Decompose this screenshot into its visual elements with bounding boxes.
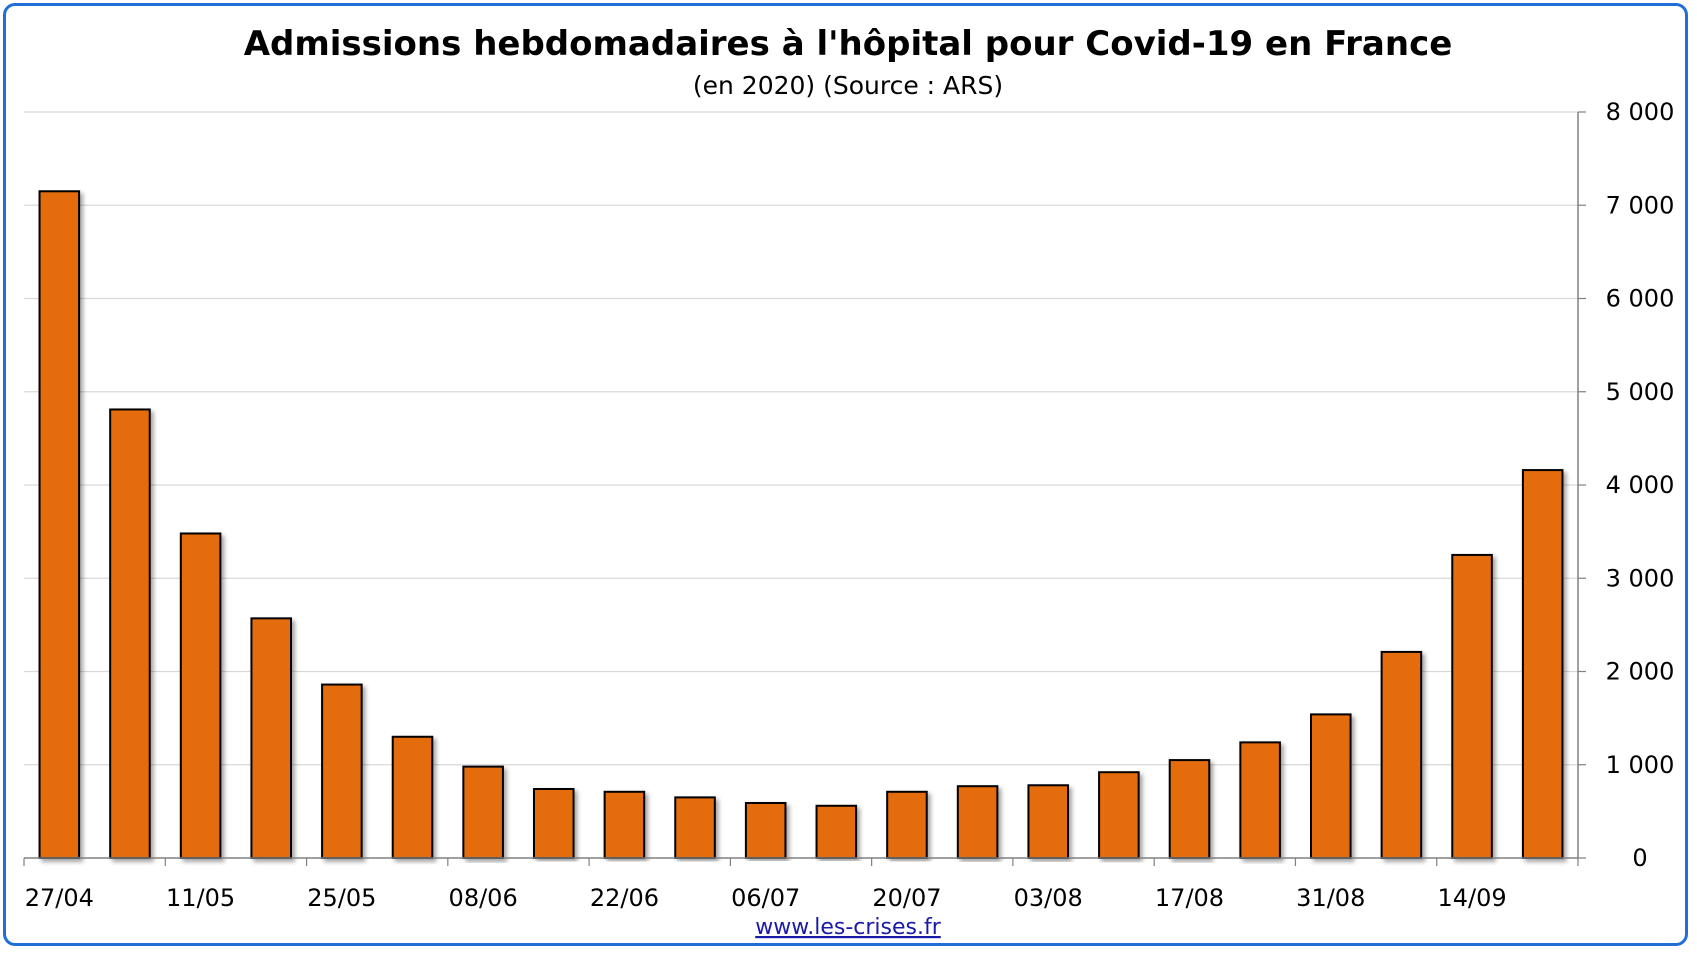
bar: [391, 735, 434, 860]
bar: [1098, 771, 1140, 860]
bar: [321, 683, 363, 859]
bar: [956, 785, 999, 860]
x-tick-label: 20/07: [872, 884, 941, 912]
bars: [38, 190, 1564, 860]
y-tick-label: 3 000: [1606, 564, 1675, 592]
bar: [250, 617, 293, 859]
x-tick-label: 25/05: [307, 884, 376, 912]
tick-labels: 0 1 000 2 000 3 000 4 000 5 000 6 000 7 000 8 00…: [25, 98, 1675, 912]
bar: [603, 790, 646, 859]
bar: [1168, 759, 1211, 860]
x-tick-label: 27/04: [25, 884, 94, 912]
chart-title: Admissions hebdomadaires à l'hôpital pou…: [244, 24, 1453, 64]
y-tick-label: 0: [1632, 844, 1647, 872]
y-tick-label: 1 000: [1606, 751, 1675, 779]
y-tick-label: 6 000: [1606, 285, 1675, 313]
axes: [23, 111, 1586, 866]
source-link[interactable]: www.les-crises.fr: [755, 915, 941, 940]
x-tick-label: 31/08: [1296, 884, 1365, 912]
y-tick-label: 4 000: [1606, 471, 1675, 499]
x-tick-label: 17/08: [1155, 884, 1224, 912]
bar: [1521, 469, 1564, 859]
x-tick-label: 11/05: [166, 884, 235, 912]
bar: [1380, 650, 1423, 859]
x-tick-label: 14/09: [1437, 884, 1506, 912]
bar: [1309, 713, 1352, 860]
bar: [532, 787, 575, 859]
chart-subtitle: (en 2020) (Source : ARS): [693, 71, 1003, 100]
y-tick-label: 5 000: [1606, 378, 1675, 406]
bar: [744, 801, 787, 859]
x-tick-label: 22/06: [590, 884, 659, 912]
x-tick-label: 06/07: [731, 884, 800, 912]
bar: [886, 790, 928, 859]
bar: [38, 190, 81, 859]
y-tick-label: 7 000: [1606, 191, 1675, 219]
bar: [1239, 741, 1281, 859]
bar: [109, 408, 151, 859]
bar: [674, 796, 716, 860]
bar: [1451, 553, 1493, 859]
bar: [462, 765, 504, 859]
y-tick-label: 8 000: [1606, 98, 1675, 126]
bar: [1027, 784, 1070, 860]
bar: [815, 804, 858, 860]
y-tick-label: 2 000: [1606, 658, 1675, 686]
x-tick-label: 03/08: [1014, 884, 1083, 912]
x-tick-label: 08/06: [449, 884, 518, 912]
bar: [179, 532, 222, 859]
